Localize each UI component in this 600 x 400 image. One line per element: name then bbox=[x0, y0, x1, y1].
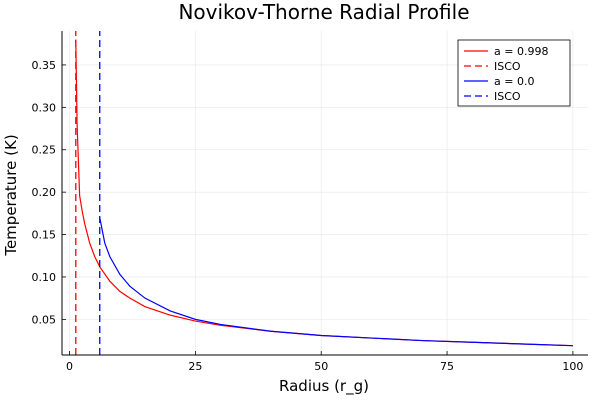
y-tick-label: 0.20 bbox=[32, 186, 57, 199]
chart-title: Novikov-Thorne Radial Profile bbox=[178, 0, 469, 24]
y-tick-label: 0.35 bbox=[32, 59, 57, 72]
x-tick-label: 75 bbox=[440, 360, 454, 373]
grid bbox=[62, 31, 588, 355]
legend-label-0: a = 0.998 bbox=[494, 45, 548, 58]
legend-label-1: ISCO bbox=[494, 60, 521, 73]
y-tick-label: 0.30 bbox=[32, 101, 57, 114]
x-tick-label: 25 bbox=[188, 360, 202, 373]
y-tick-label: 0.05 bbox=[32, 313, 57, 326]
x-tick-label: 100 bbox=[562, 360, 583, 373]
y-tick-label: 0.15 bbox=[32, 229, 57, 242]
legend-label-3: ISCO bbox=[494, 90, 521, 103]
axes: 0 25 50 75 100 0.05 0.10 0.15 0.20 0.25 0.30 0.35 bbox=[32, 31, 588, 373]
x-tick-label: 50 bbox=[314, 360, 328, 373]
series-line-2 bbox=[99, 217, 573, 347]
x-tick-label: 0 bbox=[66, 360, 73, 373]
y-tick-label: 0.10 bbox=[32, 271, 57, 284]
y-axis-label: Temperature (K) bbox=[2, 134, 20, 256]
x-axis-label: Radius (r_g) bbox=[279, 377, 369, 396]
legend: a = 0.998 ISCO a = 0.0 ISCO bbox=[457, 39, 571, 107]
legend-label-2: a = 0.0 bbox=[494, 75, 534, 88]
y-tick-label: 0.25 bbox=[32, 144, 57, 157]
series-layer bbox=[75, 31, 573, 355]
